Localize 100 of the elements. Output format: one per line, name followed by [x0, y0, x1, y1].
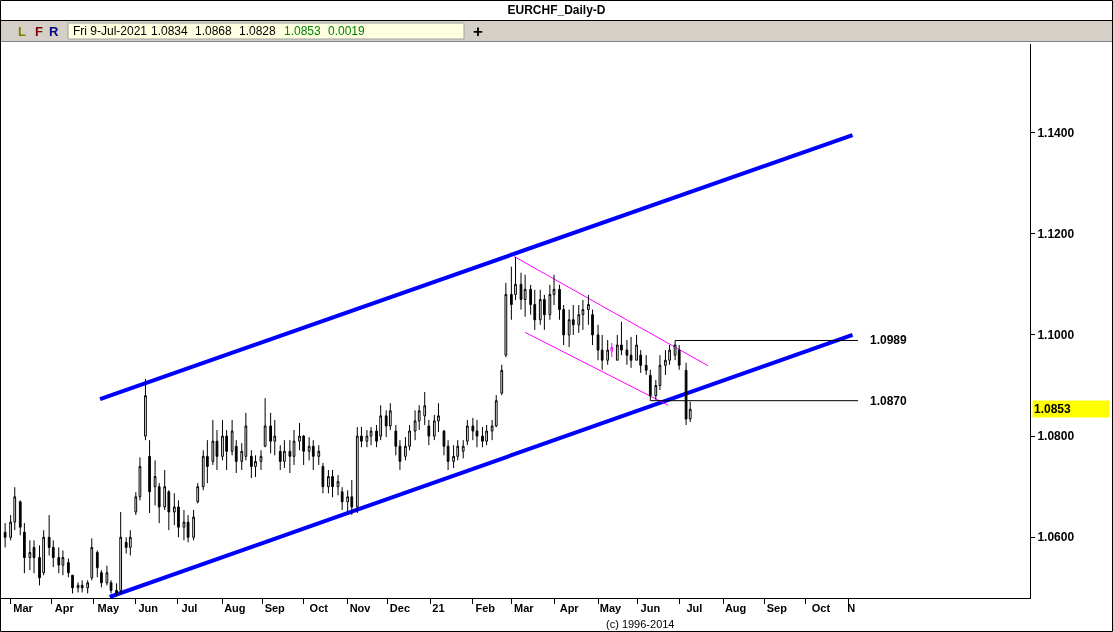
x-tick-label: Jul	[686, 602, 703, 615]
candlestick	[86, 579, 90, 594]
candlestick	[664, 349, 667, 376]
candlestick	[485, 424, 488, 446]
x-tick-label: May	[97, 602, 120, 615]
text: 0.0019	[328, 24, 366, 38]
x-tick-label: Sep	[264, 602, 286, 615]
x-tick-label: 21	[432, 602, 445, 615]
text: 1.0853	[284, 24, 322, 38]
candlestick	[95, 549, 99, 578]
candlestick	[148, 439, 151, 514]
x-tick-label: Mar	[13, 602, 34, 615]
candlestick	[442, 429, 446, 456]
candlestick	[336, 474, 340, 496]
x-tick-label: Oct	[811, 602, 831, 615]
x-tick-label: Dec	[389, 602, 411, 615]
candlestick	[90, 537, 94, 581]
candlestick	[427, 419, 431, 446]
x-tick-label: Feb	[475, 602, 496, 615]
candlestick	[581, 299, 585, 331]
x-tick-label: Jun	[138, 602, 159, 615]
candlestick	[625, 339, 629, 366]
candlestick	[423, 391, 427, 426]
y-tick-label: 1.1200	[1037, 226, 1075, 241]
text: Fri 9-Jul-2021	[73, 24, 148, 38]
candlestick	[57, 546, 61, 574]
candlestick	[186, 514, 190, 543]
candlestick	[677, 344, 681, 371]
candlestick	[105, 565, 109, 586]
x-tick-label: Aug	[224, 602, 246, 615]
text: 1.0868	[195, 24, 233, 38]
text: F	[35, 24, 43, 39]
x-tick-label: Apr	[559, 602, 580, 615]
x-tick-label: Sep	[766, 602, 788, 615]
candlestick	[317, 444, 321, 466]
text: L	[18, 24, 26, 39]
candlestick	[577, 304, 581, 334]
x-tick-label: Nov	[349, 602, 372, 615]
candlestick	[481, 426, 484, 448]
text: R	[49, 24, 59, 39]
candlestick	[591, 309, 594, 346]
candlestick	[71, 574, 74, 594]
candlestick	[327, 469, 330, 494]
candlestick	[259, 449, 263, 471]
candlestick	[446, 439, 450, 471]
candlestick	[533, 289, 537, 331]
candlestick	[331, 469, 334, 498]
candlestick	[250, 449, 253, 479]
candlestick	[288, 439, 292, 474]
candlestick	[100, 569, 103, 588]
candlestick	[644, 354, 648, 376]
text: (c) 1996-2014	[606, 618, 675, 630]
candlestick	[263, 397, 267, 448]
candlestick	[269, 412, 272, 454]
candlestick	[3, 522, 7, 548]
text: 1.0828	[239, 24, 277, 38]
x-tick-label: Oct	[309, 602, 329, 615]
candlestick	[629, 336, 633, 369]
candlestick	[18, 499, 22, 536]
candlestick	[28, 539, 32, 571]
y-tick-label: 1.1400	[1037, 125, 1075, 140]
candlestick	[144, 378, 147, 441]
candlestick	[413, 409, 417, 441]
candlestick	[543, 294, 546, 331]
candlestick	[552, 274, 556, 306]
candlestick	[340, 486, 344, 511]
candlestick	[67, 558, 70, 578]
chart-title: EURCHF_Daily-D	[507, 3, 606, 18]
candlestick	[587, 294, 590, 326]
candlestick	[109, 579, 113, 594]
text: +	[473, 22, 483, 41]
candlestick	[548, 284, 552, 321]
candlestick	[567, 309, 571, 348]
candlestick	[369, 426, 373, 446]
x-tick-label: N	[847, 602, 856, 615]
candlestick	[278, 444, 282, 471]
candlestick	[211, 419, 215, 466]
y-tick-label: 1.0800	[1037, 429, 1075, 444]
y-tick-label: 1.0600	[1037, 530, 1075, 545]
candlestick	[465, 419, 469, 446]
candlestick	[254, 454, 257, 478]
candlestick	[119, 511, 123, 594]
candlestick	[80, 579, 84, 593]
x-tick-label: Apr	[54, 602, 75, 615]
candlestick	[606, 339, 610, 366]
candlestick	[283, 439, 286, 469]
candlestick	[365, 429, 369, 448]
candlestick	[61, 549, 65, 576]
x-tick-label: Mar	[513, 602, 535, 615]
candlestick	[32, 539, 36, 574]
annotation: 1.0989	[870, 333, 908, 347]
candlestick	[461, 439, 465, 459]
candlestick	[292, 429, 296, 466]
candlestick	[23, 522, 26, 574]
candlestick	[355, 426, 359, 514]
candlestick	[321, 462, 325, 494]
candlestick	[452, 444, 455, 469]
candlestick	[538, 289, 542, 326]
candlestick	[128, 529, 132, 556]
x-tick-label: May	[599, 602, 622, 615]
